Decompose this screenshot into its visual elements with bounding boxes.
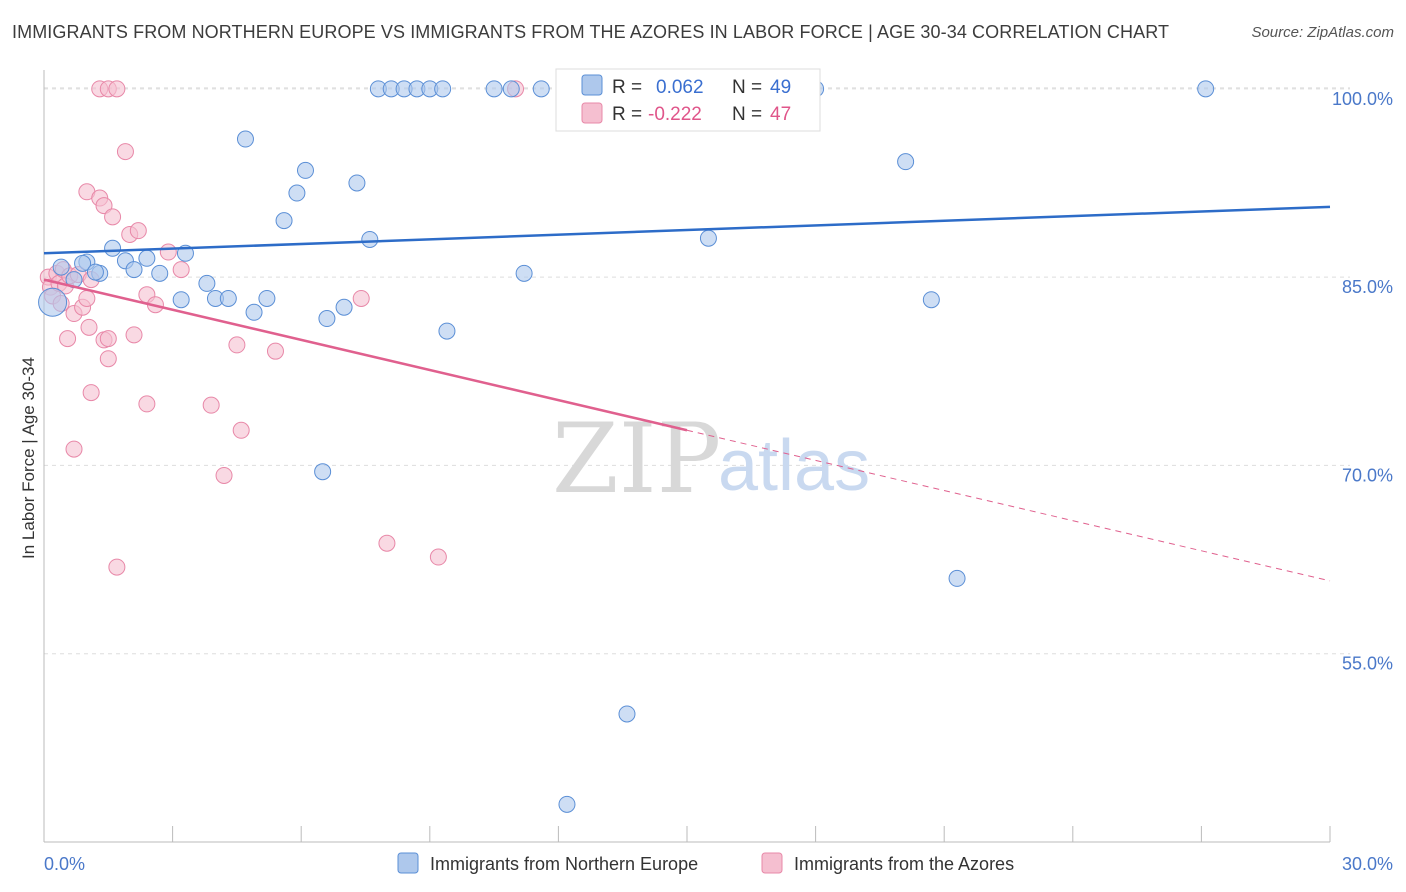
- northern-europe-point-16: [245, 303, 263, 321]
- northern-europe-point-18: [275, 212, 293, 230]
- northern-europe-point-45: [948, 569, 966, 587]
- northern-europe-point-15: [236, 130, 254, 148]
- azores-point-41: [378, 534, 396, 552]
- northern-europe-point-1: [52, 258, 70, 276]
- azores-point-20: [95, 197, 113, 215]
- axes: [43, 70, 1331, 843]
- azores-point-18: [82, 384, 100, 402]
- azores-point-24: [104, 208, 122, 226]
- azores-point-30: [138, 395, 156, 413]
- y-tick-label-2: 85.0%: [1342, 277, 1393, 297]
- northern-europe-point-23: [335, 298, 353, 316]
- watermark-zip: ZIP: [552, 403, 721, 515]
- x-tick-labels: 0.0% 30.0%: [44, 854, 1393, 874]
- northern-europe-point-34: [502, 80, 520, 98]
- trend-line-azores-extrapolated: [686, 429, 1331, 582]
- azores-point-42: [429, 548, 447, 566]
- northern-europe-point-33: [485, 80, 503, 98]
- northern-europe-point-36: [532, 80, 550, 98]
- azores-point-38: [232, 421, 250, 439]
- bottom-legend-label-pink: Immigrants from the Azores: [794, 854, 1014, 874]
- azores-point-28: [125, 326, 143, 344]
- grid-lines: [44, 87, 1350, 655]
- legend-swatch-pink: [581, 102, 603, 124]
- trend-line-azores: [43, 278, 688, 432]
- northern-europe-point-21: [314, 463, 332, 481]
- legend-pink-r-label: R =: [612, 104, 642, 125]
- northern-europe-point-19: [288, 184, 306, 202]
- azores-point-8: [59, 330, 77, 348]
- northern-europe-point-47: [74, 254, 92, 272]
- northern-europe-point-12: [198, 274, 216, 292]
- azores-point-11: [65, 440, 83, 458]
- legend-blue-r-label: R =: [612, 77, 642, 98]
- azores-point-45: [108, 80, 126, 98]
- legend-pink-n-value: 47: [770, 104, 791, 125]
- azores-point-14: [78, 289, 96, 307]
- northern-europe-point-0: [38, 287, 68, 317]
- northern-europe-point-31: [434, 80, 452, 98]
- y-axis-label: In Labor Force | Age 30-34: [19, 357, 38, 559]
- series-legend: Immigrants from Northern Europe Immigran…: [397, 852, 1014, 874]
- northern-europe-point-48: [86, 263, 104, 281]
- northern-europe-point-9: [151, 264, 169, 282]
- northern-europe-point-17: [258, 289, 276, 307]
- northern-europe-point-5: [104, 239, 122, 257]
- azores-point-16: [80, 318, 98, 336]
- northern-europe-point-24: [348, 174, 366, 192]
- azores-point-29: [129, 222, 147, 240]
- azores-point-35: [202, 396, 220, 414]
- bottom-legend-label-blue: Immigrants from Northern Europe: [430, 854, 698, 874]
- azores-point-39: [266, 342, 284, 360]
- legend-pink-n-label: N =: [732, 104, 762, 125]
- northern-europe-point-7: [125, 261, 143, 279]
- northern-europe-point-11: [172, 291, 190, 309]
- bottom-legend-swatch-blue: [397, 852, 419, 874]
- legend-swatch-blue: [581, 74, 603, 96]
- x-tick-label-0: 0.0%: [44, 854, 85, 874]
- northern-europe-point-38: [618, 705, 636, 723]
- azores-point-26: [116, 143, 134, 161]
- y-tick-label-1: 70.0%: [1342, 465, 1393, 485]
- azores-point-37: [228, 336, 246, 354]
- northern-europe-point-32: [438, 322, 456, 340]
- y-tick-label-0: 55.0%: [1342, 654, 1393, 674]
- northern-europe-point-43: [897, 153, 915, 171]
- azores-point-34: [172, 261, 190, 279]
- northern-europe-point-44: [922, 291, 940, 309]
- azores-point-36: [215, 466, 233, 484]
- correlation-legend: R = 0.062 N = 49 R = -0.222 N = 47: [555, 68, 821, 132]
- trend-line-northern-europe: [43, 205, 1331, 255]
- legend-blue-n-label: N =: [732, 77, 762, 98]
- northern-europe-point-25: [361, 230, 379, 248]
- azores-point-22: [99, 330, 117, 348]
- northern-europe-point-40: [699, 229, 717, 247]
- azores-point-40: [352, 289, 370, 307]
- azores-point-23: [99, 350, 117, 368]
- y-tick-label-3: 100.0%: [1332, 89, 1393, 109]
- bottom-legend-swatch-pink: [761, 852, 783, 874]
- watermark-atlas: atlas: [718, 426, 870, 506]
- legend-blue-r-value: 0.062: [656, 77, 704, 98]
- northern-europe-point-37: [558, 795, 576, 813]
- northern-europe-point-35: [515, 264, 533, 282]
- northern-europe-point-14: [219, 289, 237, 307]
- chart-title: IMMIGRANTS FROM NORTHERN EUROPE VS IMMIG…: [12, 22, 1170, 42]
- trend-lines: [43, 205, 1331, 582]
- northern-europe-point-46: [1197, 80, 1215, 98]
- x-tick-label-1: 30.0%: [1342, 854, 1393, 874]
- northern-europe-point-20: [296, 161, 314, 179]
- y-tick-labels: 55.0% 70.0% 85.0% 100.0%: [1332, 89, 1393, 674]
- azores-point-25: [108, 558, 126, 576]
- legend-blue-n-value: 49: [770, 77, 791, 98]
- legend-pink-r-value: -0.222: [648, 104, 702, 125]
- northern-europe-point-22: [318, 310, 336, 328]
- source-credit: Source: ZipAtlas.com: [1251, 24, 1394, 41]
- northern-europe-point-8: [138, 249, 156, 267]
- azores-point-33: [159, 243, 177, 261]
